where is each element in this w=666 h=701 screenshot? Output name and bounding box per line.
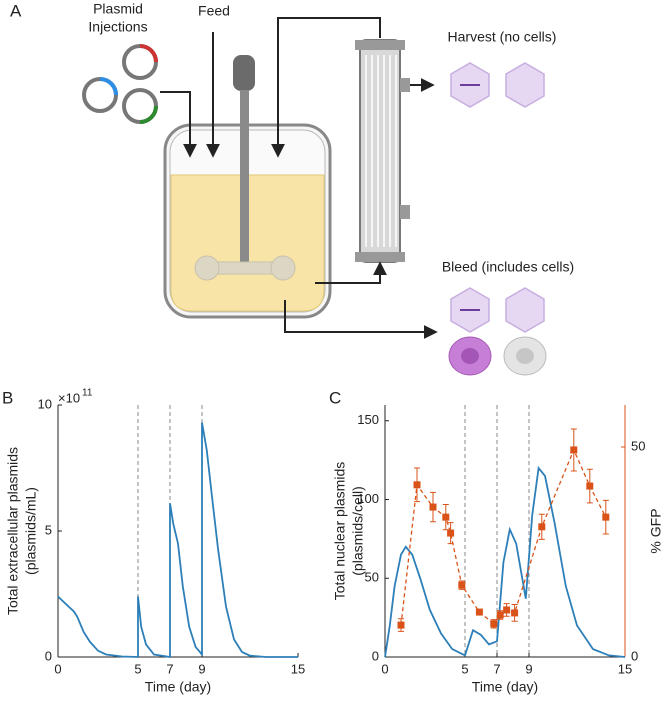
- x-tick-label: 15: [618, 661, 632, 676]
- y-scale-exponent: 11: [82, 388, 93, 399]
- y2-tick-label: 0: [631, 648, 638, 663]
- bleed-label: Bleed (includes cells): [442, 259, 574, 275]
- series-line: [400, 448, 607, 626]
- x-tick-label: 9: [525, 661, 532, 676]
- marker: [490, 620, 498, 628]
- x-tick-label: 5: [134, 661, 141, 676]
- x-tick-label: 0: [54, 661, 61, 676]
- marker: [602, 513, 610, 521]
- series-line: [57, 422, 298, 659]
- marker: [586, 482, 594, 490]
- x-tick-label: 7: [493, 661, 500, 676]
- marker: [447, 529, 455, 537]
- x-tick-label: 9: [198, 661, 205, 676]
- x-tick-label: 15: [291, 661, 305, 676]
- panel-label: A: [10, 1, 22, 20]
- feed-label: Feed: [198, 3, 230, 19]
- arrows: [160, 17, 438, 339]
- shaft: [240, 90, 249, 270]
- panel-label: B: [2, 388, 13, 407]
- plasmids: [82, 44, 158, 124]
- harvest-label: Harvest (no cells): [448, 29, 557, 45]
- plasmid-label: Injections: [88, 19, 147, 35]
- y-scale-label: ×10: [58, 390, 80, 405]
- y-tick-label: 100: [357, 491, 379, 506]
- plasmid-label: Plasmid: [93, 1, 143, 17]
- marker: [570, 446, 578, 454]
- y-tick-label: 150: [357, 412, 379, 427]
- nucleus: [461, 348, 479, 364]
- marker: [511, 609, 519, 617]
- y-tick-label: 50: [365, 570, 379, 585]
- cargo: [460, 84, 480, 311]
- x-tick-label: 7: [166, 661, 173, 676]
- nucleus: [516, 348, 534, 364]
- x-tick-label: 5: [461, 661, 468, 676]
- y-axis-label: (plasmids/mL): [23, 487, 39, 575]
- x-axis-label: Time (day): [145, 679, 211, 695]
- marker: [397, 621, 405, 629]
- y-tick-label: 0: [45, 648, 52, 663]
- x-axis-label: Time (day): [472, 679, 538, 695]
- y2-tick-label: 50: [631, 438, 645, 453]
- y-tick-label: 0: [372, 648, 379, 663]
- marker: [496, 611, 504, 619]
- marker: [458, 581, 466, 589]
- diagram: A Plasmid Injections Feed Harvest (no ce…: [10, 1, 574, 376]
- marker: [429, 503, 437, 511]
- y-axis-label: Total extracellular plasmids: [5, 447, 21, 615]
- filter-column: [355, 39, 410, 263]
- marker: [475, 608, 483, 616]
- marker: [442, 513, 450, 521]
- y-axis-label: Total nuclear plasmids: [332, 462, 348, 601]
- x-tick-label: 0: [381, 661, 388, 676]
- y-axis-label: (plasmids/cell): [350, 486, 366, 575]
- panel-label: C: [329, 388, 341, 407]
- series-line: [384, 465, 626, 658]
- y-tick-label: 5: [45, 522, 52, 537]
- viruses: [450, 62, 545, 333]
- marker: [538, 523, 546, 531]
- impeller: [194, 255, 296, 281]
- y-tick-label: 10: [38, 396, 52, 411]
- y2-axis-label: % GFP: [648, 508, 664, 553]
- marker: [413, 481, 421, 489]
- motor: [233, 55, 255, 91]
- marker: [503, 606, 511, 614]
